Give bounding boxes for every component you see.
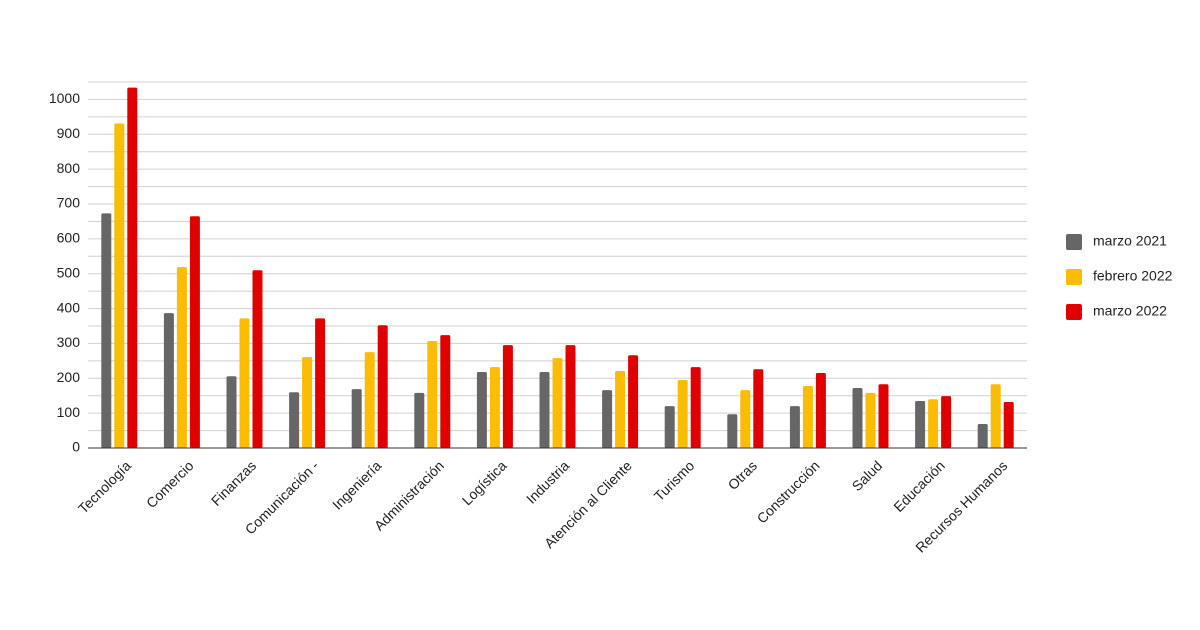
bar	[615, 370, 626, 448]
bar	[127, 87, 138, 448]
x-tick-label: Industria	[523, 457, 572, 506]
bar	[789, 406, 800, 448]
bar	[176, 267, 187, 448]
legend-label: febrero 2022	[1093, 268, 1173, 284]
bar	[941, 396, 952, 448]
bar	[802, 385, 813, 448]
bar	[289, 392, 300, 448]
legend-swatch	[1066, 234, 1082, 250]
bar	[427, 340, 438, 448]
y-tick-label: 100	[57, 404, 81, 420]
y-tick-label: 700	[57, 195, 81, 211]
bar	[990, 384, 1001, 448]
x-tick-label: Comercio	[143, 457, 197, 511]
bar	[1003, 401, 1014, 448]
bar	[865, 392, 876, 448]
x-tick-label: Otras	[725, 457, 761, 493]
bar	[690, 367, 701, 448]
bar	[351, 389, 362, 448]
bar	[539, 372, 550, 448]
legend-swatch	[1066, 269, 1082, 285]
bar	[677, 380, 688, 448]
bar	[753, 369, 764, 448]
x-tick-label: Finanzas	[208, 457, 259, 508]
y-tick-label: 400	[57, 299, 81, 315]
y-tick-label: 300	[57, 334, 81, 350]
bar	[163, 313, 174, 448]
bar	[252, 270, 263, 448]
bar	[189, 216, 200, 448]
bar	[977, 423, 988, 448]
bar	[815, 373, 826, 448]
bar	[565, 345, 576, 448]
bar	[377, 325, 388, 448]
bar	[239, 318, 250, 448]
x-tick-label: Salud	[849, 457, 886, 494]
bar	[664, 406, 675, 448]
y-tick-label: 900	[57, 125, 81, 141]
bar	[928, 399, 939, 448]
bar	[440, 335, 451, 448]
bar	[552, 358, 563, 448]
legend-label: marzo 2022	[1093, 303, 1167, 319]
y-tick-label: 1000	[49, 90, 80, 106]
y-tick-label: 200	[57, 369, 81, 385]
x-tick-label: Turismo	[651, 457, 698, 504]
x-tick-label: Construcción	[754, 457, 823, 526]
bar	[740, 390, 751, 448]
x-tick-label: Tecnología	[75, 457, 134, 516]
bar	[315, 318, 326, 448]
x-tick-label: Logística	[459, 457, 510, 508]
x-tick-label: Ingeniería	[329, 457, 384, 512]
bar	[602, 390, 613, 448]
y-tick-label: 0	[72, 439, 80, 455]
bar	[502, 345, 513, 448]
bar	[915, 400, 926, 448]
bar	[226, 376, 237, 448]
bar	[414, 392, 425, 448]
y-tick-label: 800	[57, 160, 81, 176]
x-tick-label: Educación	[890, 457, 948, 515]
bar	[101, 213, 112, 448]
bar	[114, 123, 125, 448]
bar	[302, 357, 313, 448]
bar	[476, 372, 487, 448]
bar	[727, 414, 738, 448]
bar	[628, 355, 639, 448]
bar	[364, 352, 375, 448]
bar	[878, 384, 889, 448]
bar	[489, 367, 500, 448]
bar	[852, 388, 863, 448]
y-tick-label: 500	[57, 264, 81, 280]
legend-swatch	[1066, 304, 1082, 320]
legend-label: marzo 2021	[1093, 233, 1167, 249]
y-tick-label: 600	[57, 230, 81, 246]
